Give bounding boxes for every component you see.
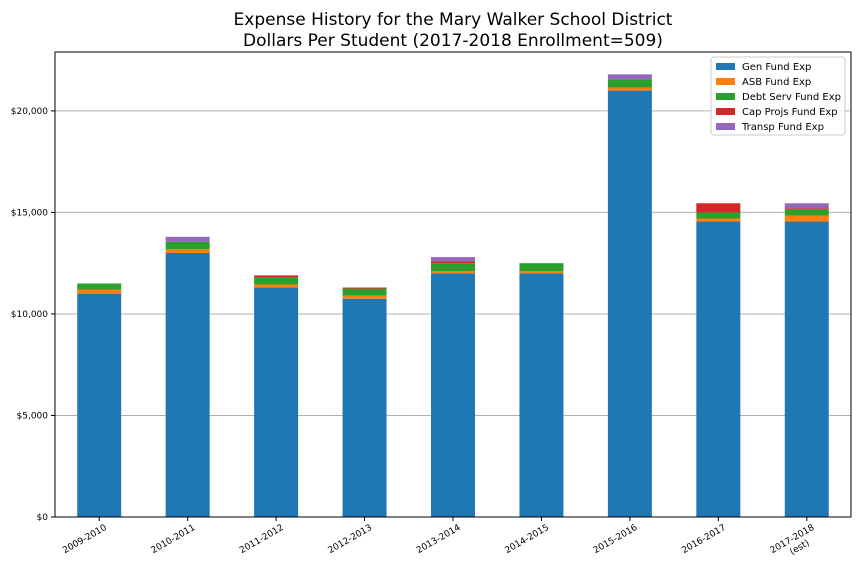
- legend-label: Transp Fund Exp: [741, 122, 824, 133]
- bar-cap-projs-fund-exp-7: [696, 203, 741, 213]
- bar-transp-fund-exp-4: [431, 257, 475, 262]
- bar-cap-projs-fund-exp-4: [431, 261, 475, 264]
- bar-debt-serv-fund-exp-4: [431, 263, 475, 272]
- x-tick-label: 2014-2015: [503, 523, 550, 556]
- x-tick-label-line: 2013-2014: [415, 523, 463, 556]
- bar-debt-serv-fund-exp-5: [519, 263, 564, 272]
- y-axis: $0 $5,000 $10,000 $15,000 $20,000: [11, 107, 55, 523]
- bar-asb-fund-exp-3: [342, 295, 387, 299]
- bar-asb-fund-exp-0: [77, 289, 122, 294]
- legend-box: [710, 56, 846, 136]
- bar-asb-fund-exp-8: [784, 215, 829, 222]
- bar-debt-serv-fund-exp-3: [342, 288, 387, 296]
- bar-gen-fund-exp-7: [696, 221, 741, 517]
- x-tick-label-line: 2014-2015: [503, 523, 550, 556]
- x-tick-label: 2011-2012: [238, 523, 285, 556]
- bar-debt-serv-fund-exp-8: [784, 209, 829, 216]
- x-tick-label-line: 2011-2012: [238, 523, 285, 556]
- legend: Gen Fund Exp ASB Fund Exp Debt Serv Fund E…: [710, 56, 846, 136]
- bar-debt-serv-fund-exp-0: [77, 283, 122, 290]
- bar-transp-fund-exp-6: [607, 74, 652, 80]
- bar-cap-projs-fund-exp-3: [342, 287, 387, 289]
- x-tick-label: 2009-2010: [61, 523, 109, 556]
- bar-asb-fund-exp-7: [696, 218, 741, 222]
- x-tick-label: 2013-2014: [415, 523, 463, 556]
- x-axis: 2009-2010 2010-2011 2011-2012 2012-2013 2013…: [61, 517, 817, 558]
- bar-cap-projs-fund-exp-2: [254, 275, 299, 278]
- bar-gen-fund-exp-6: [607, 90, 652, 518]
- legend-label: Debt Serv Fund Exp: [742, 92, 841, 103]
- bar-gen-fund-exp-4: [431, 273, 475, 517]
- y-tick-label: $15,000: [11, 208, 48, 218]
- x-tick-label-line: 2009-2010: [61, 523, 109, 556]
- bar-debt-serv-fund-exp-6: [607, 79, 652, 88]
- x-tick-label-line: 2016-2017: [680, 523, 727, 556]
- bar-transp-fund-exp-8: [784, 203, 829, 209]
- x-tick-label: 2017-2018(est): [769, 523, 817, 558]
- y-tick-label: $20,000: [11, 107, 48, 117]
- bar-cap-projs-fund-exp-8: [784, 208, 829, 210]
- bar-gen-fund-exp-0: [77, 293, 122, 517]
- bar-asb-fund-exp-2: [254, 284, 299, 288]
- bar-asb-fund-exp-1: [165, 248, 210, 254]
- chart-title-line-1: Expense History for the Mary Walker Scho…: [234, 10, 673, 30]
- legend-swatch: [716, 108, 735, 115]
- x-tick-label: 2012-2013: [327, 523, 374, 556]
- bar-transp-fund-exp-1: [165, 236, 210, 242]
- x-tick-label-line: 2012-2013: [327, 523, 374, 556]
- legend-swatch: [716, 78, 735, 85]
- bar-gen-fund-exp-1: [165, 253, 210, 518]
- bar-debt-serv-fund-exp-7: [696, 212, 741, 219]
- bar-gen-fund-exp-2: [254, 287, 299, 517]
- legend-swatch: [716, 63, 735, 70]
- x-tick-label-line: 2010-2011: [150, 523, 197, 556]
- chart-title-line-2: Dollars Per Student (2017-2018 Enrollmen…: [243, 31, 663, 51]
- bar-debt-serv-fund-exp-2: [254, 277, 299, 285]
- bars: [77, 74, 829, 518]
- bar-asb-fund-exp-5: [519, 271, 564, 274]
- bar-asb-fund-exp-4: [431, 271, 475, 274]
- bar-gen-fund-exp-3: [342, 298, 387, 517]
- bar-debt-serv-fund-exp-1: [165, 241, 210, 249]
- legend-swatch: [716, 123, 735, 130]
- y-tick-label: $0: [37, 513, 49, 523]
- legend-label: ASB Fund Exp: [742, 77, 811, 88]
- y-tick-label: $10,000: [11, 310, 48, 320]
- legend-label: Gen Fund Exp: [742, 62, 811, 73]
- x-tick-label: 2010-2011: [150, 523, 197, 556]
- bar-gen-fund-exp-8: [784, 221, 829, 517]
- x-tick-label: 2016-2017: [680, 523, 727, 556]
- legend-swatch: [716, 93, 735, 100]
- bar-asb-fund-exp-6: [607, 87, 652, 91]
- x-tick-label-line: 2015-2016: [592, 523, 640, 556]
- legend-label: Cap Projs Fund Exp: [742, 107, 838, 118]
- x-tick-label: 2015-2016: [592, 523, 640, 556]
- bar-gen-fund-exp-5: [519, 273, 564, 517]
- y-tick-label: $5,000: [17, 411, 49, 421]
